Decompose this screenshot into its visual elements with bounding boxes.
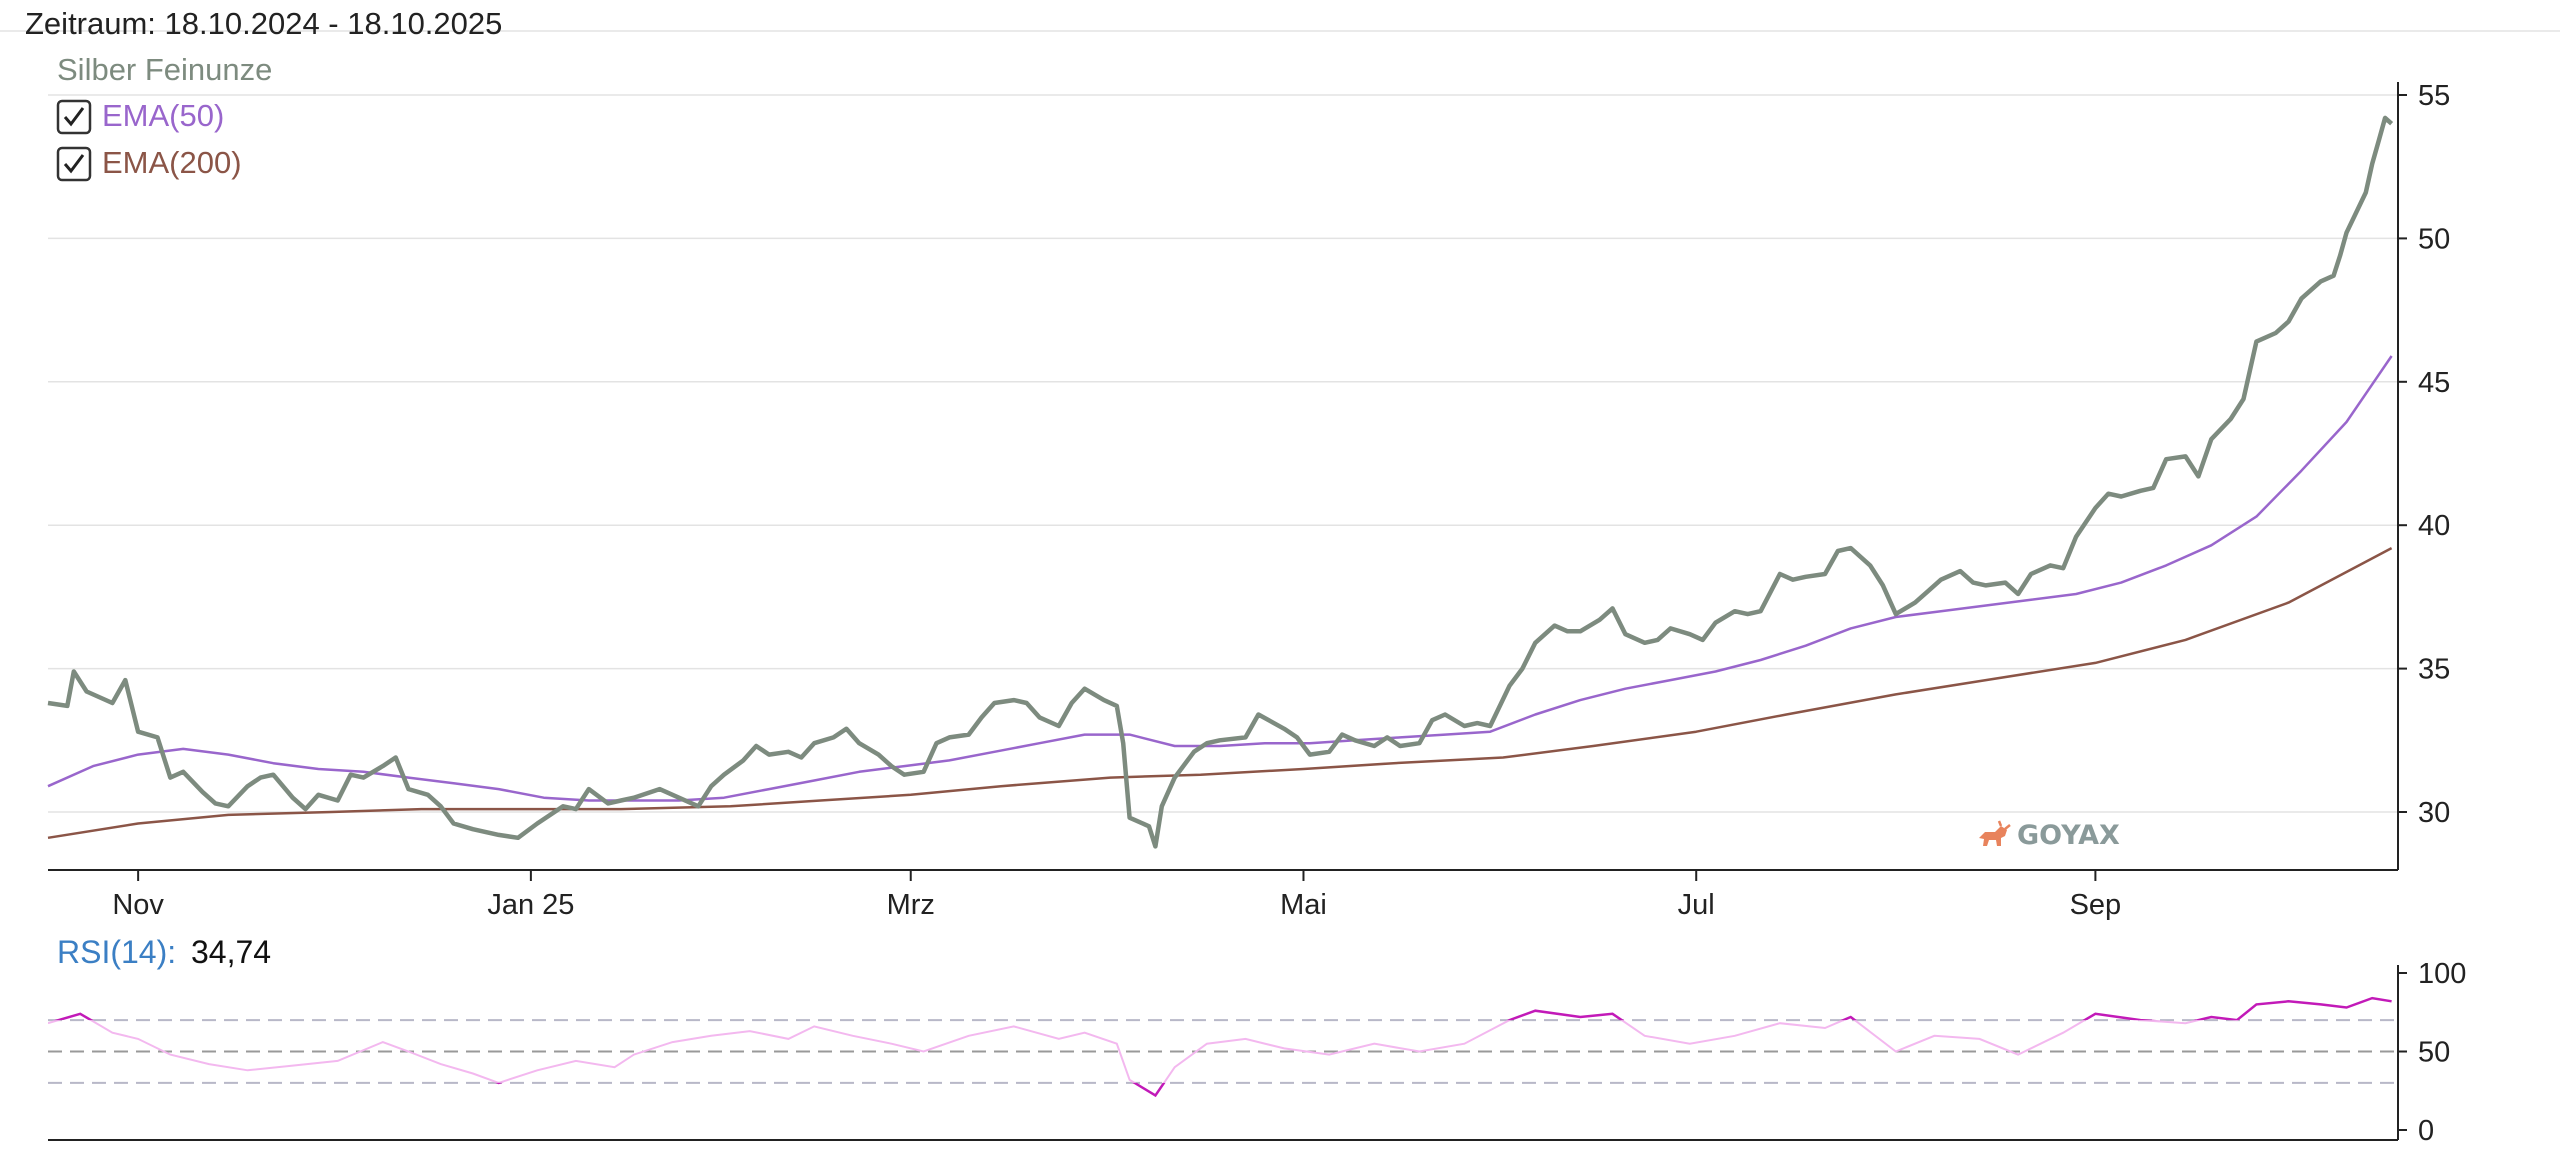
x-tick-label: Sep (2070, 889, 2122, 921)
rsi-tick-label: 50 (2418, 1037, 2450, 1069)
asset-label: Silber Feinunze (57, 52, 272, 87)
rsi-tick-label: 0 (2418, 1115, 2434, 1147)
rsi-tick-label: 100 (2418, 958, 2466, 990)
legend-label-ema50: EMA(50) (102, 98, 224, 133)
bull-icon (1979, 820, 2011, 846)
rsi-panel: 0 50 100 (48, 958, 2466, 1147)
rsi-line-neutral (48, 1020, 2239, 1083)
legend-item-ema200[interactable]: EMA(200) (56, 145, 242, 182)
y-tick-label: 40 (2418, 510, 2450, 542)
x-tick-label: Jul (1678, 889, 1715, 921)
period-label: Zeitraum: 18.10.2024 - 18.10.2025 (25, 6, 502, 41)
ema50-line (47, 355, 2393, 802)
price-line (47, 115, 2394, 849)
watermark: GOYAX (1979, 820, 2120, 851)
legend-item-ema50[interactable]: EMA(50) (56, 98, 224, 135)
rsi-title: RSI(14): (57, 934, 176, 970)
main-series (47, 115, 2394, 849)
x-tick-label: Nov (112, 889, 164, 921)
rsi-line-extreme (48, 996, 2392, 1098)
check-icon (63, 107, 85, 127)
y-tick-label: 45 (2418, 367, 2450, 399)
y-tick-label: 55 (2418, 80, 2450, 112)
x-tick-label: Mrz (887, 889, 935, 921)
x-tick-label: Mai (1280, 889, 1327, 921)
legend-label-ema200: EMA(200) (102, 145, 242, 180)
y-tick-label: 50 (2418, 223, 2450, 255)
ema200-line (47, 546, 2393, 840)
y-tick-label: 30 (2418, 797, 2450, 829)
y-tick-label: 35 (2418, 654, 2450, 686)
check-icon (63, 154, 85, 174)
legend: EMA(50) EMA(200) (56, 98, 242, 182)
main-grid: 30 35 40 45 50 55 Nov Jan 25 Mrz Mai Jul Sep (48, 80, 2450, 921)
x-tick-label: Jan 25 (487, 889, 574, 921)
rsi-value: 34,74 (191, 934, 271, 970)
watermark-text: GOYAX (2017, 820, 2120, 851)
ema50-checkbox[interactable] (56, 99, 92, 135)
ema200-checkbox[interactable] (56, 146, 92, 182)
